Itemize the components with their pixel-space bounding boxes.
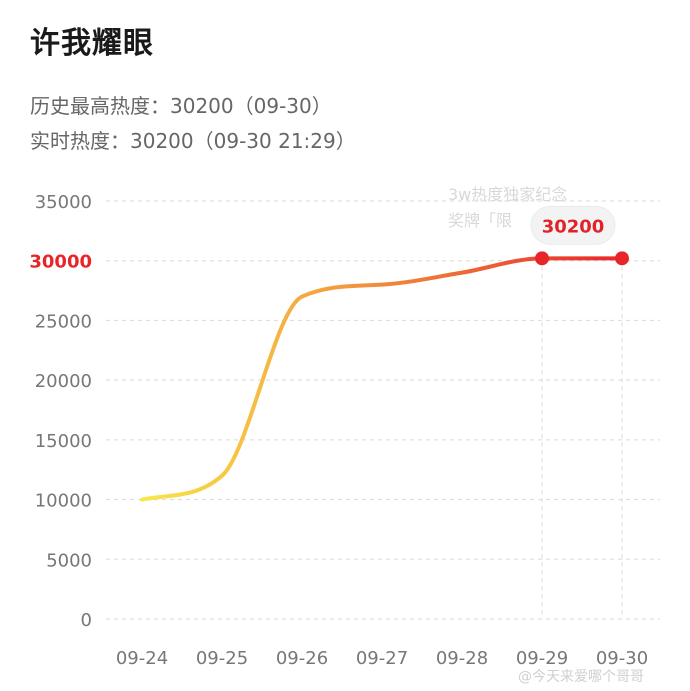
y-tick-label: 10000 [35,491,92,512]
badge-hint-line-1: 3w热度独家纪念 [448,185,567,204]
heat-series-line [140,256,624,502]
x-tick-label: 09-30 [596,648,648,669]
x-tick-label: 09-27 [356,648,408,669]
x-tick-label: 09-26 [276,648,328,669]
data-point [615,251,629,266]
x-tick-label: 09-24 [116,648,168,669]
y-tick-label: 0 [81,610,92,631]
page-title: 许我耀眼 [30,26,154,61]
value-tooltip: 30200 [530,205,616,245]
watermark: @今天来爱哪个哥哥 [518,669,644,685]
peak-heat-text: 历史最高热度：30200（09-30） [30,94,332,118]
x-tick-label: 09-25 [196,648,248,669]
y-tick-label: 25000 [35,311,92,332]
realtime-heat-text: 实时热度：30200（09-30 21:29） [30,129,356,153]
x-tick-label: 09-28 [436,648,488,669]
y-tick-label: 15000 [35,431,92,452]
x-tick-label: 09-29 [516,648,568,669]
tooltip-value: 30200 [542,216,605,237]
y-tick-label: 30000 [29,252,92,273]
y-tick-label: 35000 [35,192,92,213]
badge-hint-line-2: 奖牌「限 [448,211,512,230]
y-tick-label: 20000 [35,371,92,392]
data-point [535,251,549,266]
tooltip-bubble [530,205,616,245]
y-tick-label: 5000 [46,550,92,571]
badge-hint: 3w热度独家纪念 奖牌「限 [448,185,567,230]
